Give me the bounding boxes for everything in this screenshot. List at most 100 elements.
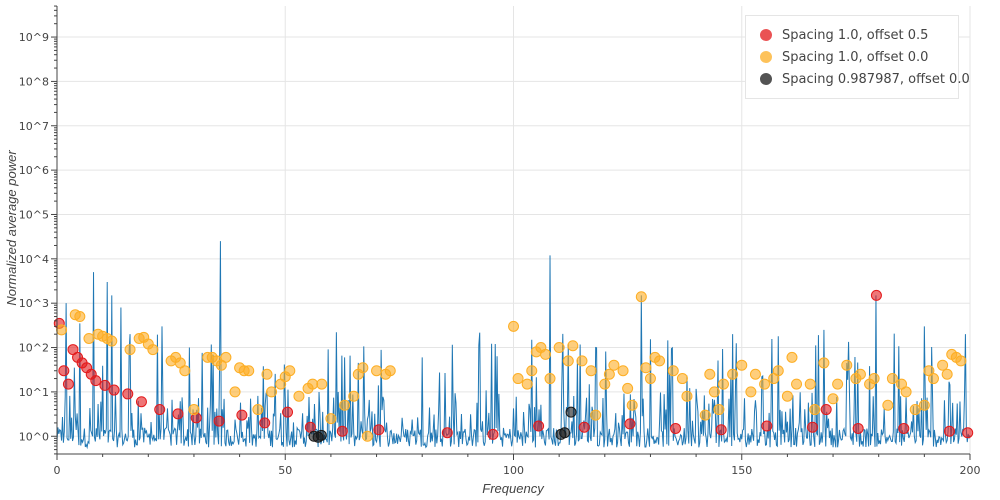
legend: Spacing 1.0, offset 0.5 Spacing 1.0, offs… [745, 15, 970, 99]
legend-item: Spacing 0.987987, offset 0.0 [760, 68, 970, 90]
data-point [135, 396, 147, 408]
data-point [761, 420, 773, 432]
data-point [243, 365, 255, 377]
data-point [909, 404, 921, 416]
data-point [599, 378, 611, 390]
y-tick-label: 10^3 [19, 297, 49, 310]
grid [56, 6, 971, 454]
legend-label: Spacing 0.987987, offset 0.0 [782, 71, 970, 87]
data-point [539, 348, 551, 360]
data-point [567, 340, 579, 352]
y-tick-label: 10^5 [19, 208, 49, 221]
data-point [713, 404, 725, 416]
data-point [154, 404, 166, 416]
data-point [898, 422, 910, 434]
x-tick-label: 100 [503, 464, 524, 477]
data-point [559, 427, 571, 439]
data-point [508, 320, 519, 332]
data-point [512, 373, 524, 385]
legend-swatch [760, 51, 772, 63]
series-1 [56, 291, 967, 442]
data-point [918, 399, 930, 411]
data-point [791, 378, 803, 390]
data-point [715, 424, 727, 436]
data-point [807, 421, 819, 433]
data-point [943, 425, 955, 437]
data-point [585, 365, 597, 377]
data-point [553, 342, 565, 354]
x-axis-label: Frequency [482, 481, 545, 496]
data-point [727, 368, 739, 380]
data-point [820, 404, 832, 416]
data-point [962, 427, 974, 439]
data-point [526, 365, 538, 377]
data-point [717, 378, 729, 390]
data-point [622, 382, 634, 394]
legend-item: Spacing 1.0, offset 0.0 [760, 46, 958, 68]
data-point [62, 378, 74, 390]
legend-item: Spacing 1.0, offset 0.5 [760, 24, 958, 46]
legend-swatch [760, 29, 772, 41]
data-point [882, 399, 894, 411]
y-tick-label: 10^0 [19, 430, 49, 443]
data-point [841, 359, 853, 371]
data-point [667, 365, 679, 377]
legend-swatch [760, 73, 772, 85]
data-point [576, 355, 588, 367]
data-point [74, 311, 86, 323]
data-point [108, 384, 120, 396]
data-point [603, 368, 615, 380]
data-point [640, 362, 652, 374]
data-point [259, 417, 271, 429]
data-point [681, 390, 693, 402]
data-point [927, 373, 939, 385]
data-point [670, 422, 682, 434]
data-point [781, 390, 793, 402]
data-point [83, 332, 95, 344]
data-point [941, 368, 953, 380]
x-tick-label: 200 [960, 464, 981, 477]
data-point [578, 421, 590, 433]
data-point [147, 344, 159, 356]
axes: 0 50 100 150 200 10^0 10^1 10^2 10^3 10^4 10^5 10^6… [19, 5, 981, 477]
data-point [704, 368, 716, 380]
data-point [827, 393, 839, 405]
data-point [56, 324, 68, 336]
data-point [749, 368, 761, 380]
data-point [339, 399, 351, 411]
data-point [229, 386, 241, 398]
data-point [348, 390, 360, 402]
data-point [870, 289, 882, 301]
data-point [654, 355, 666, 367]
data-point [58, 365, 70, 377]
data-point [487, 428, 499, 440]
data-point [357, 362, 369, 374]
y-tick-label: 10^2 [19, 342, 49, 355]
x-tick-label: 0 [54, 464, 61, 477]
data-point [624, 418, 636, 430]
data-point [361, 430, 373, 442]
data-point [937, 359, 949, 371]
data-point [759, 378, 771, 390]
data-point [220, 351, 232, 363]
data-point [772, 365, 784, 377]
data-point [106, 335, 118, 347]
data-point [745, 386, 757, 398]
data-point [626, 399, 638, 411]
data-point [282, 406, 294, 418]
data-point [236, 409, 248, 421]
data-point [90, 375, 102, 387]
data-point [699, 409, 711, 421]
y-tick-label: 10^6 [19, 164, 49, 177]
data-point [676, 373, 688, 385]
data-point [832, 378, 844, 390]
data-point [708, 386, 720, 398]
data-point [868, 373, 880, 385]
data-point [635, 291, 647, 303]
data-point [818, 357, 830, 369]
data-point [293, 390, 305, 402]
series-0 [53, 289, 974, 440]
data-point [373, 424, 385, 436]
x-tick-label: 50 [278, 464, 292, 477]
y-tick-label: 10^7 [19, 120, 49, 133]
